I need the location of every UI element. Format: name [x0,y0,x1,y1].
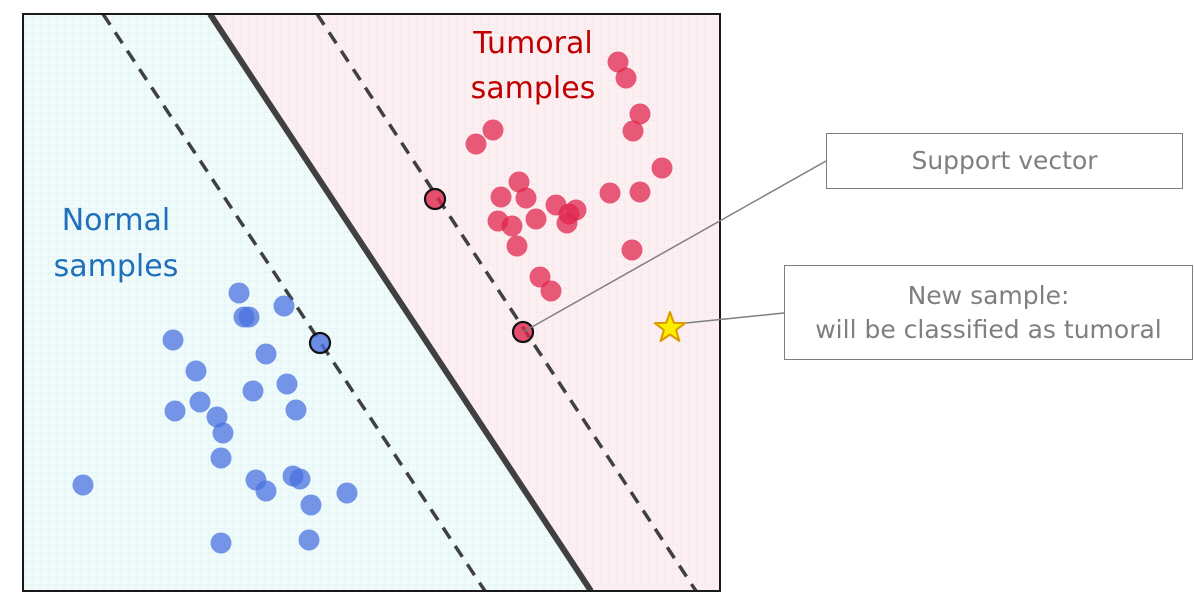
normal-sample-point [242,380,264,402]
normal-sample-point [210,532,232,554]
normal-sample-point [238,306,260,328]
normal-label-line2: samples [54,249,179,284]
plot-frame [22,13,721,592]
normal-sample-point [289,468,311,490]
new-sample-connector [685,312,785,324]
support-vector-callout-text: Support vector [911,146,1098,176]
tumoral-sample-point [607,51,629,73]
normal-sample-point [72,474,94,496]
new-sample-callout-line1: New sample: [907,280,1070,310]
tumoral-sample-point [490,186,512,208]
normal-sample-point [189,391,211,413]
support-vector-callout: Support vector [826,133,1183,189]
tumoral-label-line2: samples [471,71,596,106]
normal-sample-point [206,406,228,428]
tumoral-sample-point [506,235,528,257]
tumoral-label: Tumoral [472,26,592,61]
tumoral-sample-point [465,133,487,155]
new-sample-callout: New sample: will be classified as tumora… [784,265,1193,360]
tumoral-sample-point [508,171,530,193]
normal-sample-point [210,447,232,469]
tumoral-sample-point [482,119,504,141]
normal-sample-point [276,373,298,395]
support-vector-point [423,187,447,211]
tumoral-sample-point [556,212,578,234]
tumoral-sample-point [629,103,651,125]
normal-sample-point [185,360,207,382]
tumoral-sample-point [621,239,643,261]
tumoral-sample-point [615,67,637,89]
normal-sample-point [255,343,277,365]
margin-line-tumoral [315,14,698,591]
normal-label: Normal [62,203,171,238]
normal-sample-point [336,482,358,504]
decision-boundary [207,14,594,591]
support-vector-connector [522,160,827,333]
normal-sample-point [300,494,322,516]
tumoral-sample-point [599,182,621,204]
normal-sample-point [298,529,320,551]
normal-sample-point [255,480,277,502]
tumoral-sample-point [622,120,644,142]
tumoral-sample-point [540,280,562,302]
normal-sample-point [273,295,295,317]
tumoral-sample-point [629,181,651,203]
support-vector-point [308,331,332,355]
tumoral-sample-point [651,157,673,179]
tumoral-sample-point [515,187,537,209]
margin-line-normal [101,14,487,591]
tumoral-sample-point [525,208,547,230]
normal-sample-point [164,400,186,422]
normal-sample-point [228,282,250,304]
normal-sample-point [285,399,307,421]
normal-sample-point [212,422,234,444]
normal-sample-point [162,329,184,351]
new-sample-callout-line2: will be classified as tumoral [815,314,1162,344]
star-icon [653,311,687,342]
tumoral-sample-point [501,215,523,237]
